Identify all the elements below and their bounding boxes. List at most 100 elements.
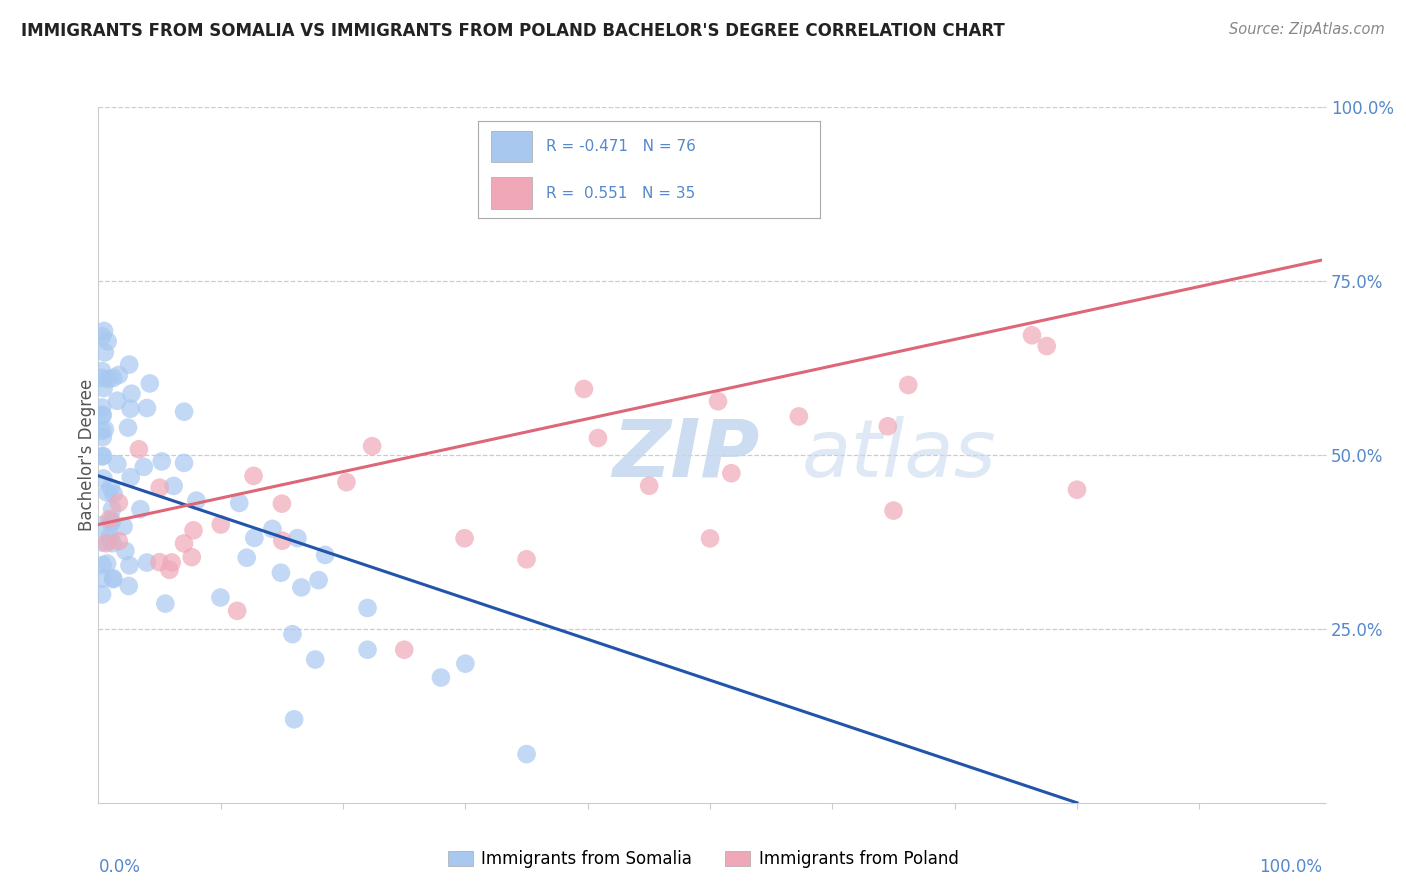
Point bbox=[160, 556, 183, 570]
Point bbox=[132, 459, 155, 474]
Point bbox=[120, 470, 142, 484]
Point bbox=[159, 563, 181, 577]
Point bbox=[209, 517, 232, 532]
Text: atlas: atlas bbox=[801, 416, 997, 494]
Text: 0.0%: 0.0% bbox=[98, 858, 141, 877]
Point bbox=[91, 558, 114, 572]
Point bbox=[96, 536, 118, 550]
Point bbox=[173, 536, 195, 550]
Point bbox=[97, 372, 120, 386]
Point bbox=[707, 394, 730, 409]
Point bbox=[897, 378, 920, 392]
Point bbox=[96, 485, 118, 500]
Point bbox=[392, 642, 416, 657]
Point bbox=[98, 533, 121, 548]
Point bbox=[1035, 339, 1057, 353]
Point bbox=[94, 345, 117, 359]
Point bbox=[638, 479, 661, 493]
Point bbox=[91, 450, 114, 464]
Point bbox=[173, 405, 195, 419]
Point bbox=[720, 467, 742, 481]
Point bbox=[108, 368, 131, 382]
Point bbox=[91, 329, 114, 343]
Point bbox=[129, 502, 152, 516]
Point bbox=[270, 497, 294, 511]
Point bbox=[271, 533, 294, 548]
Point bbox=[572, 382, 595, 396]
Point bbox=[93, 381, 115, 395]
Point bbox=[516, 552, 538, 566]
Point bbox=[226, 604, 249, 618]
Point bbox=[91, 572, 114, 586]
Point bbox=[304, 652, 326, 666]
Point bbox=[430, 671, 453, 685]
Point bbox=[100, 516, 122, 531]
Point bbox=[281, 627, 304, 641]
Point bbox=[135, 556, 157, 570]
Point bbox=[91, 535, 114, 549]
Point bbox=[242, 468, 264, 483]
Point bbox=[163, 479, 186, 493]
Point bbox=[91, 408, 114, 422]
Point bbox=[120, 401, 142, 416]
Point bbox=[149, 481, 172, 495]
Point bbox=[91, 517, 114, 532]
Point bbox=[107, 458, 129, 472]
Point bbox=[186, 493, 208, 508]
Text: IMMIGRANTS FROM SOMALIA VS IMMIGRANTS FROM POLAND BACHELOR'S DEGREE CORRELATION : IMMIGRANTS FROM SOMALIA VS IMMIGRANTS FR… bbox=[21, 22, 1005, 40]
Point bbox=[91, 471, 114, 485]
Point bbox=[103, 487, 125, 501]
Point bbox=[150, 454, 173, 468]
Point bbox=[228, 496, 250, 510]
Point bbox=[101, 514, 124, 528]
Point bbox=[699, 532, 721, 546]
Point bbox=[94, 422, 117, 436]
Point bbox=[209, 591, 232, 605]
Point bbox=[105, 393, 128, 408]
Point bbox=[136, 401, 159, 415]
Point bbox=[91, 371, 114, 385]
Point bbox=[98, 530, 121, 544]
Point bbox=[148, 555, 170, 569]
Point bbox=[1021, 328, 1043, 343]
Point bbox=[108, 534, 131, 549]
Point bbox=[283, 712, 305, 726]
Point bbox=[96, 557, 118, 571]
Point bbox=[118, 358, 141, 372]
Text: 100.0%: 100.0% bbox=[1258, 858, 1322, 877]
Point bbox=[243, 531, 266, 545]
Point bbox=[883, 503, 905, 517]
Point bbox=[98, 512, 121, 526]
Point bbox=[787, 409, 810, 424]
Point bbox=[876, 419, 898, 434]
Point bbox=[173, 456, 195, 470]
Point bbox=[91, 430, 114, 444]
Text: Source: ZipAtlas.com: Source: ZipAtlas.com bbox=[1229, 22, 1385, 37]
Point bbox=[270, 566, 292, 580]
Point bbox=[91, 449, 114, 463]
Point bbox=[155, 597, 177, 611]
Y-axis label: Bachelor's Degree: Bachelor's Degree bbox=[79, 379, 96, 531]
Point bbox=[586, 431, 609, 445]
Point bbox=[121, 386, 143, 401]
Point bbox=[314, 548, 336, 562]
Point bbox=[290, 581, 312, 595]
Point bbox=[101, 572, 124, 586]
Point bbox=[101, 571, 124, 585]
Point bbox=[516, 747, 538, 761]
Point bbox=[235, 550, 257, 565]
Point bbox=[262, 522, 284, 536]
Point bbox=[118, 579, 141, 593]
Point bbox=[91, 401, 114, 415]
Point bbox=[91, 587, 114, 601]
Text: ZIP: ZIP bbox=[612, 416, 759, 494]
Point bbox=[139, 376, 162, 391]
Point bbox=[117, 420, 139, 434]
Point bbox=[453, 531, 475, 545]
Point bbox=[183, 524, 205, 538]
Point bbox=[356, 601, 378, 615]
Point bbox=[361, 439, 384, 453]
Point bbox=[112, 519, 135, 533]
Point bbox=[454, 657, 477, 671]
Point bbox=[356, 642, 378, 657]
